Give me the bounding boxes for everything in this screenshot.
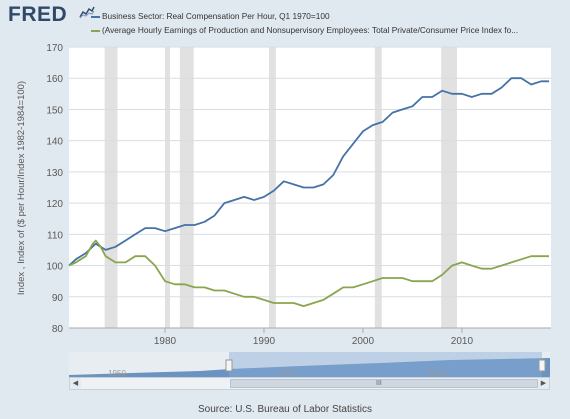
legend-label-compensation[interactable]: Business Sector: Real Compensation Per H… [102,11,330,21]
recession-band [268,47,276,328]
scrollbar-thumb[interactable]: III [230,379,538,388]
legend-swatch-earnings [91,30,100,32]
source-note: Source: U.S. Bureau of Labor Statistics [198,404,372,415]
navigator-handle-right[interactable] [538,359,546,372]
legend-label-earnings[interactable]: (Average Hourly Earnings of Production a… [102,25,519,35]
recession-band [374,47,382,328]
series-line-compensation[interactable] [68,77,549,267]
y-tick-label: 140 [46,137,63,148]
y-tick-label: 130 [46,168,63,179]
x-tick-label: 1980 [154,336,177,347]
x-tick-label: 1990 [253,336,276,347]
y-tick-label: 120 [46,199,63,210]
navigator-handle-left[interactable] [225,359,233,372]
fred-chart-icon [79,5,95,19]
navigator-selection[interactable] [229,352,542,377]
recession-band [179,47,194,328]
navigator-tick: 2000 [428,369,446,378]
series-line-earnings[interactable] [68,239,549,308]
y-tick-label: 90 [52,293,64,304]
y-tick-label: 100 [46,262,63,273]
recession-band [441,47,457,328]
x-tick-label: 2010 [451,336,474,347]
recession-band [104,47,118,328]
scroll-right-arrow-icon[interactable]: ▶ [538,378,549,389]
y-tick-label: 170 [46,43,63,54]
scroll-left-arrow-icon[interactable]: ◀ [70,378,81,389]
scrollbar-grip-icon: III [376,380,382,387]
y-tick-label: 80 [52,324,64,335]
navigator-scrollbar[interactable]: ◀ III ▶ [69,377,550,390]
y-tick-label: 150 [46,105,63,116]
y-axis-label: Index , Index of ($ per Hour/Index 1982-… [16,81,27,295]
navigator-tick: 1950 [108,369,126,378]
legend-swatch-compensation [91,16,100,18]
navigator-tick: 1975 [278,369,296,378]
x-tick-label: 2000 [352,336,375,347]
navigator-series [69,358,550,377]
recession-band [165,47,170,328]
y-tick-label: 160 [46,74,63,85]
y-tick-label: 110 [47,230,63,241]
fred-logo[interactable]: FRED [8,3,68,26]
